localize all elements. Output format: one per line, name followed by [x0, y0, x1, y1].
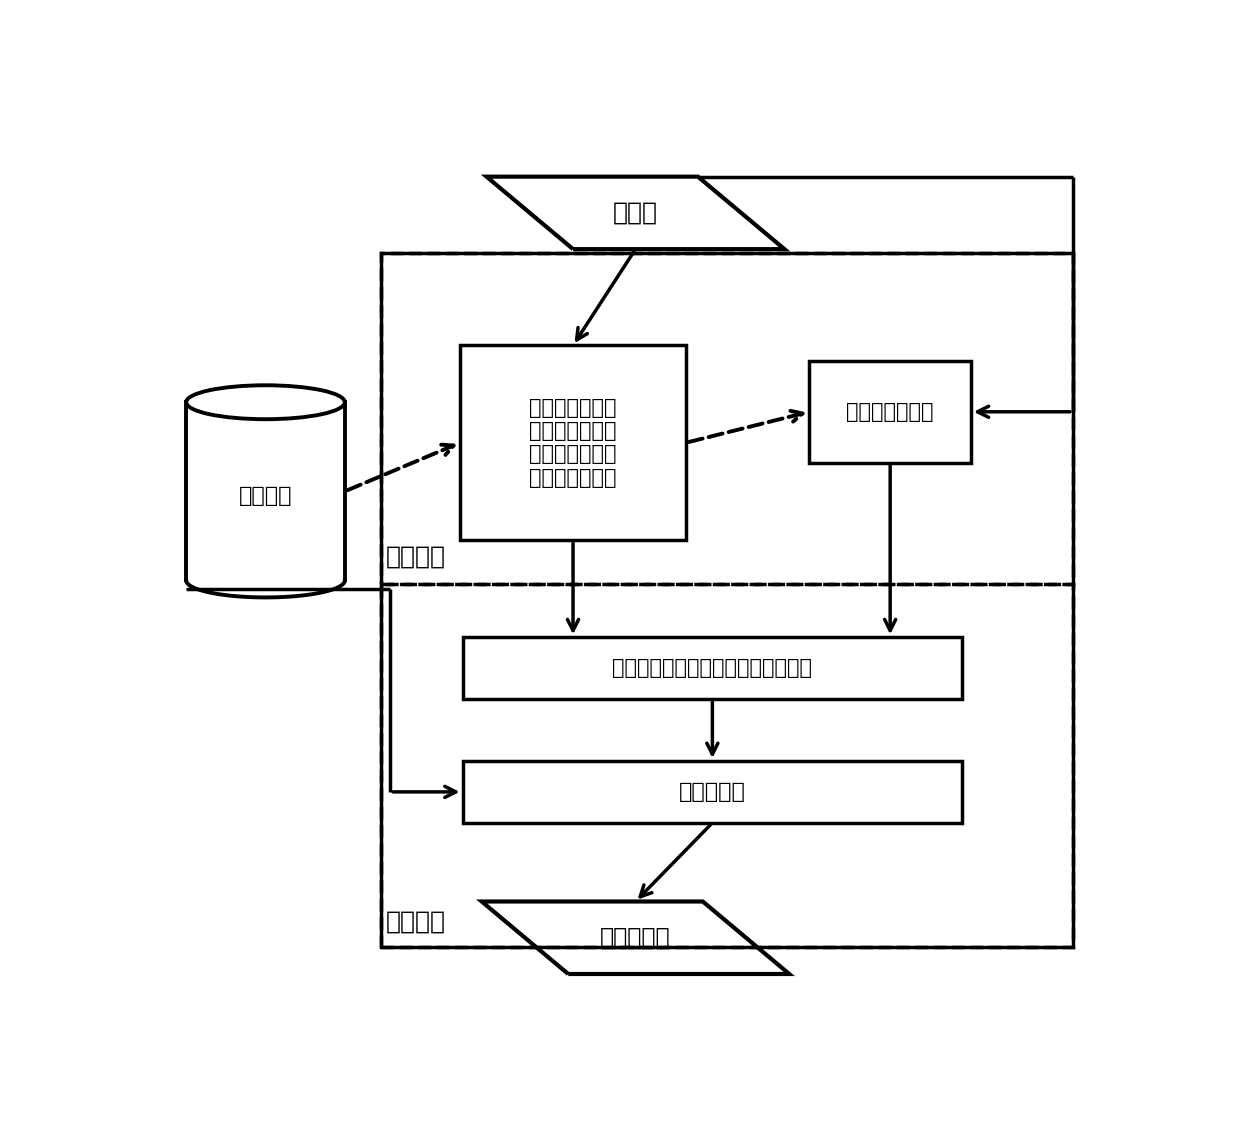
Bar: [810, 360, 971, 463]
Text: 生成编码: 生成编码: [386, 544, 445, 568]
Bar: [381, 253, 1073, 947]
Ellipse shape: [186, 386, 345, 419]
Bar: [381, 253, 1073, 584]
Text: 查询处理: 查询处理: [386, 909, 445, 933]
Text: 输出结果图: 输出结果图: [600, 925, 671, 949]
Text: 按照过滤条件进行过滤，得到候选图: 按照过滤条件进行过滤，得到候选图: [613, 658, 812, 678]
Bar: [460, 346, 686, 540]
Bar: [381, 584, 1073, 947]
Bar: [463, 637, 962, 699]
Text: 按照一定规则生
成例如节点，边
等特征对应的编
码，构建索引树: 按照一定规则生 成例如节点，边 等特征对应的编 码，构建索引树: [529, 398, 616, 488]
Text: 候选图验证: 候选图验证: [680, 782, 745, 802]
Bar: [463, 761, 962, 823]
Text: 编码后的数据图: 编码后的数据图: [847, 402, 934, 421]
Text: 查询图: 查询图: [613, 201, 658, 225]
Text: 图数据库: 图数据库: [239, 487, 293, 506]
